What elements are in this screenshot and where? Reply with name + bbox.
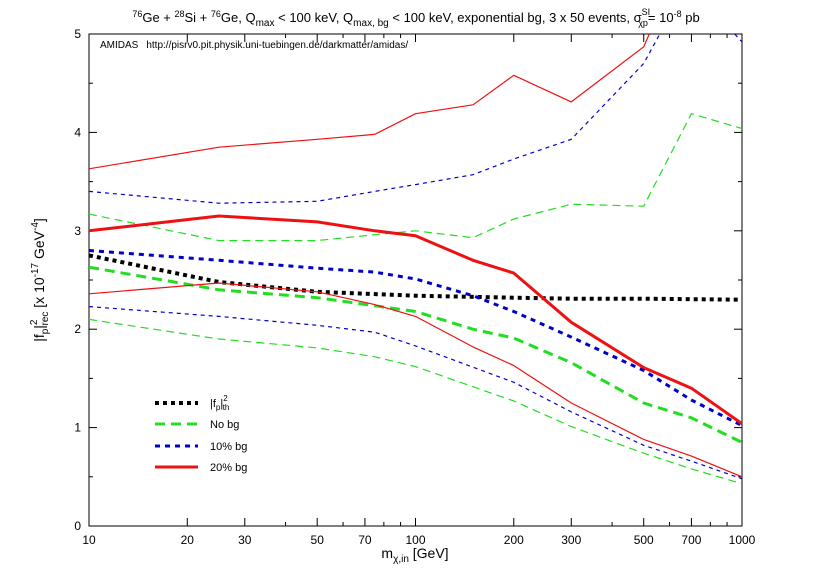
axis-ticks: 10 20 30 50 70 100 200 300 500 700 1000 0 1 2 3 4 5: [74, 27, 755, 547]
series-line-bg20-lower: [89, 282, 742, 478]
legend-item-nobg: No bg: [155, 419, 239, 431]
series-line-bg10-upper: [734, 34, 742, 43]
legend-label-nobg: No bg: [210, 419, 239, 431]
y-tick-label: 2: [74, 322, 81, 336]
y-tick-label: 3: [74, 224, 81, 238]
x-tick-label: 70: [358, 533, 372, 547]
plot-frame: [88, 33, 743, 527]
legend: |fp|2 th No bg 10% bg 20% bg: [155, 394, 247, 474]
x-axis-label: mχ,in [GeV]: [381, 545, 448, 565]
x-tick-label: 100: [405, 533, 425, 547]
legend-label-theory: |fp|2 th: [210, 394, 229, 412]
x-tick-label: 200: [504, 533, 524, 547]
amidas-url: http://pisrv0.pit.physik.uni-tuebingen.d…: [146, 40, 408, 51]
y-tick-label: 0: [74, 519, 81, 533]
y-tick-label: 5: [74, 27, 81, 41]
series-line-bg10-central: [89, 249, 742, 427]
series-line-nobg-lower: [89, 318, 742, 485]
amidas-annotation: AMIDAS http://pisrv0.pit.physik.uni-tuebi…: [100, 40, 408, 51]
series-line-nobg-central: [89, 265, 742, 444]
x-tick-label: 300: [561, 533, 581, 547]
series-line-bg20-upper: [89, 34, 650, 170]
series-line-nobg-upper: [89, 113, 742, 242]
x-tick-label: 1000: [729, 533, 756, 547]
legend-label-10bg: 10% bg: [210, 441, 247, 453]
series-line-theory-central: [89, 253, 742, 302]
y-axis-label: |fp|2rec [x 10-17 GeV-4]: [29, 218, 51, 342]
x-tick-label: 30: [238, 533, 252, 547]
legend-item-10bg: 10% bg: [155, 441, 247, 453]
series-line-bg20-central: [89, 214, 742, 425]
y-tick-label: 4: [74, 125, 81, 139]
x-tick-label: 500: [634, 533, 654, 547]
series-line-bg10-upper: [89, 34, 661, 204]
legend-item-20bg: 20% bg: [155, 462, 247, 474]
x-tick-label: 50: [311, 533, 325, 547]
x-tick-label: 10: [82, 533, 96, 547]
amidas-program: AMIDAS: [100, 40, 139, 51]
series-line-bg10-lower: [89, 306, 742, 480]
legend-label-20bg: 20% bg: [210, 462, 247, 474]
y-tick-label: 1: [74, 421, 81, 435]
chart-title: 76Ge + 28Si + 76Ge, Qmax < 100 keV, Qmax…: [132, 7, 699, 29]
legend-item-theory: |fp|2 th: [155, 394, 229, 412]
x-tick-label: 20: [181, 533, 195, 547]
x-tick-label: 700: [681, 533, 701, 547]
series-layer: [89, 34, 742, 485]
